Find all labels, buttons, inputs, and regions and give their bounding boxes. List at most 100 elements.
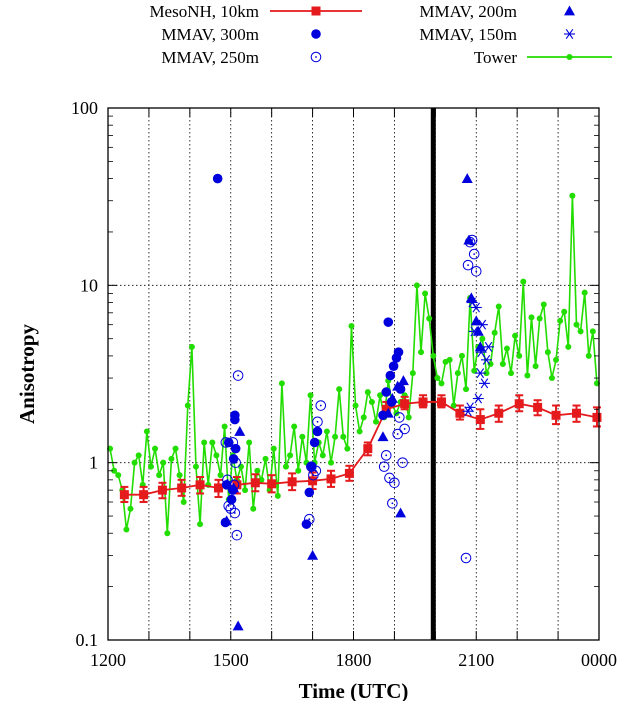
data-point [381,404,391,414]
data-point [231,529,243,541]
data-point [478,378,490,389]
open-circle-dot [473,253,476,256]
data-point [516,352,523,359]
open-circle-dot [231,441,234,444]
open-circle-ring [304,513,315,525]
data-point [115,472,122,479]
data-point [474,368,486,379]
data-point [123,526,130,533]
data-point [319,452,326,459]
data-point [468,326,480,337]
open-circle-ring [310,51,322,63]
open-circle-dot [315,56,317,58]
data-point [470,315,482,326]
legend-entry: MMAV, 250m [161,48,322,67]
data-point [483,370,490,377]
data-point [217,472,224,479]
open-circle-dot [465,557,467,559]
data-point [356,428,363,435]
series-layer [107,173,602,631]
data-point [223,500,235,512]
data-point [548,375,555,382]
data-point [229,507,241,519]
data-point [470,265,482,277]
data-point [254,467,261,474]
data-point [228,482,240,493]
data-point [378,410,388,421]
data-point [156,472,163,479]
data-point [592,412,602,422]
data-point [479,335,486,342]
data-point [430,352,437,359]
data-point [382,407,394,418]
data-point [111,467,118,474]
data-point [223,437,234,448]
data-point [480,354,492,365]
data-point [168,455,175,462]
data-point [571,408,581,418]
data-point [577,328,584,335]
data-point [312,416,323,428]
data-point [364,389,371,396]
data-point [230,457,241,468]
legend-label: MesoNH, 10km [149,2,259,21]
data-point [213,483,223,493]
data-point [131,459,138,466]
asterisk-stroke [482,354,491,365]
data-point [221,515,233,526]
data-point [352,402,359,409]
data-point [446,356,453,363]
open-circle-dot [226,478,229,481]
data-point [499,361,506,368]
data-point [553,356,560,363]
data-point [387,498,398,509]
open-circle-dot [403,428,406,430]
series-mmav-250m [220,234,482,564]
data-point [426,315,433,322]
data-point [524,372,531,379]
data-point [368,398,375,405]
open-circle-ring [399,423,410,435]
y-tick-label: 100 [71,98,98,118]
data-point [454,370,461,377]
data-point [463,234,475,245]
legend-entry: Tower [474,48,612,67]
legend-entry: MMAV, 300m [161,25,321,44]
data-point [195,480,205,490]
data-point [476,319,488,330]
data-point [304,487,315,498]
data-point [213,452,220,459]
open-circle-ring [470,265,482,277]
asterisk-stroke [484,341,493,352]
grid-lines [108,108,599,640]
legend-label: MMAV, 250m [161,48,259,67]
data-point [413,282,420,289]
data-point [461,173,473,183]
data-point [458,352,465,359]
data-point [399,423,410,435]
open-circle-dot [316,420,319,423]
asterisk-stroke [476,368,485,379]
data-point [512,332,519,339]
series-mmav-150m [462,297,495,417]
data-point [201,439,208,446]
data-point [389,477,400,489]
open-circle-dot [467,264,469,267]
data-point [557,317,564,324]
data-point [242,487,249,494]
open-circle-ring [380,450,392,461]
data-point [392,428,403,440]
legend-entry: MMAV, 150m [419,25,575,44]
data-point [561,308,568,315]
open-circle-dot [227,505,230,507]
data-point [188,343,195,350]
series-mmav-200m [221,173,486,631]
data-point [589,328,596,335]
open-circle-dot [234,461,237,464]
open-circle-dot [393,481,396,484]
data-point [585,352,592,359]
data-point [462,259,474,271]
data-point [450,402,457,409]
open-circle-ring [230,457,241,468]
open-circle-dot [314,469,317,472]
